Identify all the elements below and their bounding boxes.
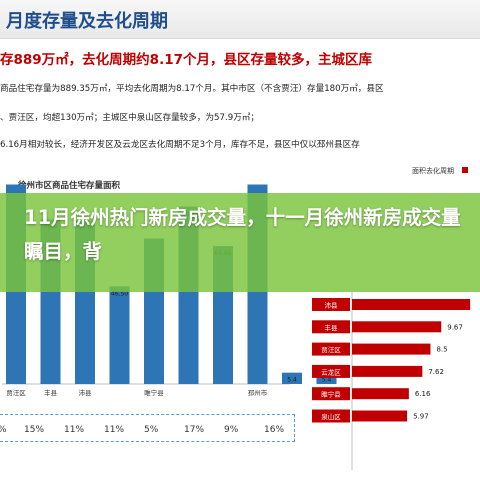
- row-category-label: 丰县: [325, 323, 339, 332]
- bar: [316, 372, 337, 384]
- overlay-headline: 11月徐州热门新房成交量，十一月徐州新房成交量瞩目，背: [24, 206, 461, 263]
- paragraph-line-3: 6.16月相对较长，经济开发区及云龙区去化周期不足3个月，库存不足，县区中仅以邳…: [0, 140, 360, 150]
- right-chart-title: 面积去化周期: [412, 167, 454, 175]
- bar-data-label: 5.97: [413, 413, 429, 421]
- bar: [109, 286, 130, 384]
- row-category-label: 云龙区: [321, 367, 341, 376]
- percent-cell: 11%: [64, 425, 85, 435]
- row-label-bg: [312, 409, 350, 423]
- bar-data-label: 7.62: [428, 368, 444, 376]
- percent-cell: 15%: [24, 425, 45, 435]
- percent-cell: 16%: [264, 425, 285, 435]
- bar-data-label: 9.67: [447, 323, 463, 331]
- legend-swatch: [462, 167, 468, 173]
- row-label-bg: [312, 320, 350, 334]
- bar-data-label: 5.4: [287, 377, 297, 384]
- bar: [282, 372, 302, 384]
- bar-category-label: 睢宁县: [144, 388, 164, 397]
- bar-category-label: 沛县: [79, 388, 93, 397]
- bar-data-label: 5.4: [322, 377, 332, 384]
- left-chart-title: 徐州市区商品住宅存量面积: [18, 181, 121, 191]
- percent-cell: 9%: [224, 425, 239, 435]
- percent-cell: 11%: [104, 425, 125, 435]
- paragraph-line-2: 、贾汪区，均超130万㎡；主城区中泉山区存量较多，为57.9万㎡；: [0, 113, 259, 123]
- paragraph-line-1: 商品住宅存量为889.35万㎡，平均去化周期为8.17个月。其中市区（不含贾汪）…: [0, 84, 384, 94]
- bar-data-label: 6.16: [415, 390, 431, 398]
- bar-category-label: 丰县: [44, 388, 58, 397]
- headline-overlay-banner: [0, 193, 480, 292]
- title-bar: 月度存量及去化周期: [0, 0, 480, 39]
- row-label-bg: [312, 298, 350, 311]
- percent-row-box: [0, 414, 295, 442]
- row-label-bg: [312, 387, 350, 401]
- bar: [352, 388, 409, 400]
- bar: [352, 343, 431, 355]
- bar: [352, 410, 408, 422]
- bar-data-label: 8.5: [436, 346, 447, 354]
- row-category-label: 睢宁县: [321, 390, 341, 399]
- bar: [352, 365, 423, 377]
- row-category-label: 贾汪区: [321, 346, 341, 354]
- percent-cell: 17%: [184, 425, 205, 435]
- bar: [352, 321, 442, 333]
- percent-cell: 5%: [144, 425, 159, 435]
- page-title: 月度存量及去化周期: [6, 11, 168, 32]
- bar: [352, 299, 471, 310]
- bar-data-label: 46.50: [111, 290, 128, 297]
- percent-cell: %: [0, 425, 7, 435]
- bar-category-label: 贾汪区: [6, 389, 26, 397]
- row-category-label: 沛县: [325, 301, 339, 310]
- row-label-bg: [312, 342, 350, 356]
- row-label-bg: [312, 364, 350, 378]
- row-category-label: 泉山区: [321, 412, 341, 421]
- headline: 存889万㎡，去化周期约8.17个月，县区存量较多，主城区库: [0, 52, 372, 68]
- bar-category-label: 邳州市: [248, 388, 268, 397]
